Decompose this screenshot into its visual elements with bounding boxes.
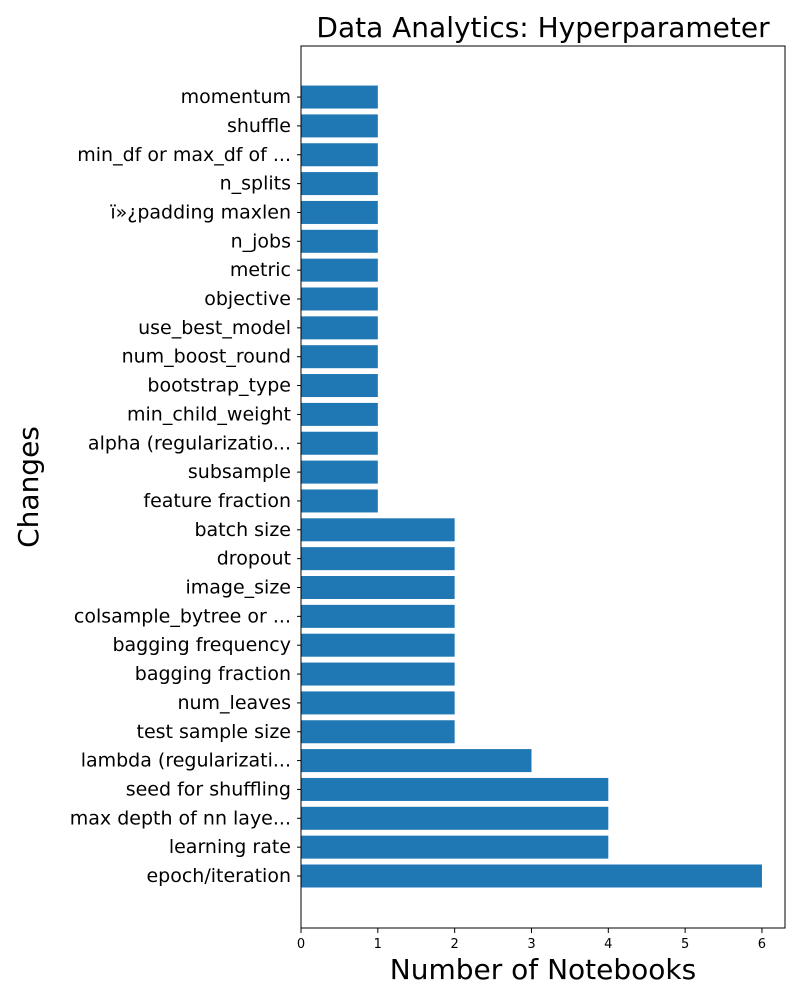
category-label: seed for shuffling <box>126 778 291 800</box>
category-label: lambda (regularizati... <box>81 750 291 772</box>
category-labels: epoch/iteration learning rate max depth of… <box>70 86 301 887</box>
x-axis-label: Number of Notebooks <box>390 953 696 986</box>
category-label: num_leaves <box>177 692 291 714</box>
x-tick-label: 2 <box>451 937 459 952</box>
category-label: n_jobs <box>231 230 291 252</box>
bar <box>301 489 378 513</box>
bar <box>301 345 378 369</box>
bar <box>301 287 378 311</box>
category-label: epoch/iteration <box>146 865 291 887</box>
bar <box>301 864 762 888</box>
bar <box>301 258 378 282</box>
bars-layer <box>301 85 762 888</box>
category-label: batch size <box>194 519 291 541</box>
category-label: learning rate <box>169 836 291 858</box>
bar <box>301 662 455 686</box>
bar <box>301 749 532 773</box>
x-tick-label: 4 <box>604 937 612 952</box>
bar <box>301 720 455 744</box>
category-label: metric <box>230 259 291 281</box>
category-label: min_df or max_df of ... <box>77 144 291 166</box>
category-label: use_best_model <box>138 317 291 339</box>
bar <box>301 172 378 196</box>
bar <box>301 518 455 542</box>
x-axis-ticks: 0 1 2 3 4 5 6 <box>297 928 766 952</box>
category-label: bagging frequency <box>112 634 291 656</box>
bar <box>301 316 378 340</box>
category-label: objective <box>204 288 291 310</box>
bar <box>301 777 609 801</box>
category-label: subsample <box>188 461 291 483</box>
category-label: feature fraction <box>143 490 291 512</box>
bar <box>301 460 378 484</box>
bar <box>301 835 609 859</box>
bar <box>301 547 455 571</box>
x-tick-label: 1 <box>374 937 382 952</box>
category-label: bootstrap_type <box>147 375 291 397</box>
x-tick-label: 3 <box>527 937 535 952</box>
y-axis-label: Changes <box>12 426 45 548</box>
bar <box>301 143 378 167</box>
category-label: bagging fraction <box>135 663 291 685</box>
category-label: n_splits <box>220 173 291 195</box>
category-label: alpha (regularizatio... <box>88 432 291 454</box>
bar <box>301 431 378 455</box>
category-label: min_child_weight <box>127 403 291 425</box>
bar <box>301 691 455 715</box>
category-label: num_boost_round <box>122 346 291 368</box>
bar <box>301 229 378 253</box>
bar <box>301 402 378 426</box>
bar <box>301 114 378 138</box>
x-tick-label: 0 <box>297 937 305 952</box>
category-label: ï»¿padding maxlen <box>109 201 291 223</box>
category-label: dropout <box>217 548 291 570</box>
x-tick-label: 5 <box>681 937 689 952</box>
category-label: test sample size <box>137 721 292 743</box>
bar <box>301 576 455 599</box>
chart-title: Data Analytics: Hyperparameter <box>316 11 770 44</box>
category-label: momentum <box>181 86 291 108</box>
category-label: image_size <box>185 577 291 599</box>
plot-frame <box>300 45 786 929</box>
bar <box>301 85 378 109</box>
bar <box>301 806 609 830</box>
bar <box>301 633 455 657</box>
bar <box>301 604 455 628</box>
category-label: colsample_bytree or ... <box>74 605 291 627</box>
bar <box>301 374 378 398</box>
x-tick-label: 6 <box>758 937 766 952</box>
category-label: max depth of nn laye... <box>70 807 291 829</box>
bar <box>301 200 378 224</box>
category-label: shuffle <box>227 115 291 137</box>
